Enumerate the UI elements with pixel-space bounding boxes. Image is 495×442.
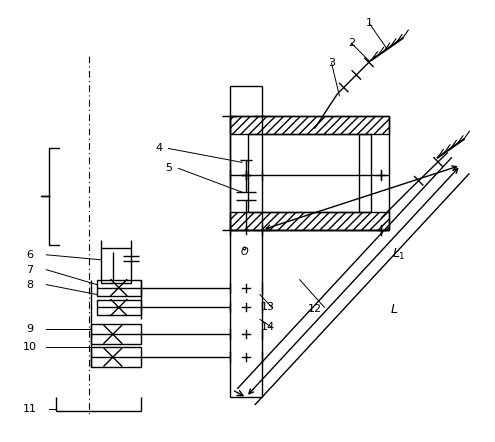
Text: 12: 12 <box>307 305 322 314</box>
Text: 11: 11 <box>22 404 36 414</box>
Bar <box>230 212 389 230</box>
Text: $L_1$: $L_1$ <box>392 247 406 263</box>
Text: 14: 14 <box>261 322 275 332</box>
Text: 4: 4 <box>155 144 162 153</box>
Bar <box>230 116 389 230</box>
Text: 2: 2 <box>348 38 355 48</box>
Text: 13: 13 <box>261 302 275 312</box>
Text: 10: 10 <box>22 342 36 352</box>
Bar <box>91 347 141 367</box>
Bar <box>97 280 141 296</box>
Text: 8: 8 <box>26 280 33 290</box>
Bar <box>97 300 141 316</box>
Text: O: O <box>240 247 248 257</box>
Text: 9: 9 <box>26 324 33 334</box>
Text: 1: 1 <box>366 18 373 28</box>
Text: 3: 3 <box>328 58 335 68</box>
Text: 7: 7 <box>26 265 33 274</box>
Text: 5: 5 <box>165 164 172 173</box>
Bar <box>230 116 389 133</box>
Bar <box>101 248 131 282</box>
Bar <box>91 324 141 344</box>
Text: $L$: $L$ <box>390 303 398 316</box>
Text: 6: 6 <box>26 250 33 260</box>
Bar <box>248 133 371 212</box>
